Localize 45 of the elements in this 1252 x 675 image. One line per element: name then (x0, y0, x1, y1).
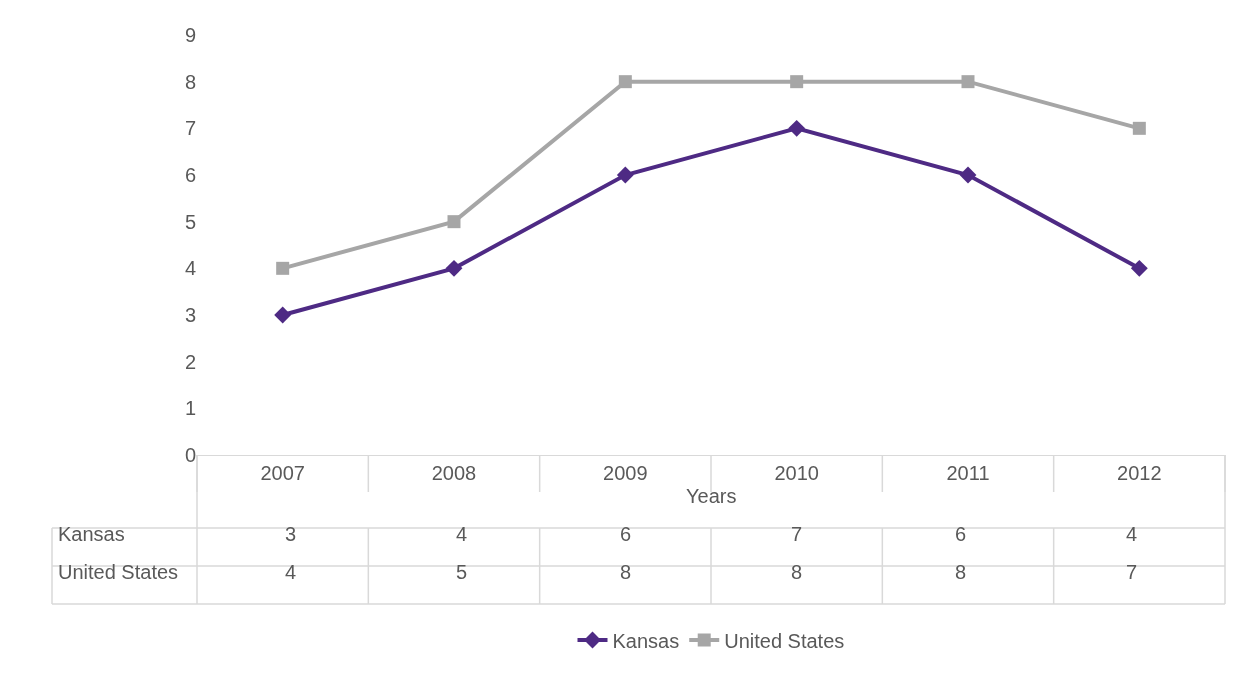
data-label: 4 (456, 523, 468, 545)
point (618, 75, 632, 89)
x-tick-label: 2010 (774, 462, 819, 484)
data-label: 7 (1126, 561, 1138, 583)
y-tick-label: 0 (184, 444, 196, 466)
point (961, 75, 975, 89)
text: Kansas (58, 523, 125, 545)
x-tick-label: 2012 (1117, 462, 1162, 484)
y-tick-label: 2 (184, 350, 196, 373)
text: United States (58, 561, 179, 583)
y-tick-label: 4 (184, 257, 196, 280)
point (445, 259, 463, 277)
x-tick-label: 2007 (260, 462, 305, 484)
y-tick-label: 7 (184, 117, 196, 140)
point (276, 261, 290, 275)
y-tick-label: 5 (184, 210, 196, 233)
y-tick-label: 1 (184, 397, 196, 420)
data-label: 3 (285, 523, 297, 545)
y-tick-label: 6 (184, 164, 196, 186)
point (447, 215, 461, 229)
point (1132, 121, 1146, 135)
data-label: 6 (620, 523, 632, 545)
x-tick-label: 2011 (946, 462, 990, 484)
data-label: 6 (955, 523, 967, 545)
x-axis-title: Years (686, 485, 737, 507)
point (959, 166, 977, 184)
data-label: 5 (456, 561, 468, 583)
point (616, 166, 634, 184)
point (1130, 259, 1148, 277)
point (788, 119, 806, 137)
x-tick-label: 2009 (603, 462, 648, 484)
legend-label: United States (724, 629, 845, 652)
data-label: 8 (955, 561, 967, 583)
point (274, 306, 292, 324)
data-label: 4 (285, 561, 297, 583)
data-label: 8 (791, 561, 803, 583)
point (790, 75, 804, 89)
data-label: 4 (1126, 523, 1138, 545)
data-label: 7 (791, 523, 803, 545)
data-label: 8 (620, 561, 632, 583)
y-tick-label: 9 (184, 24, 196, 46)
x-tick-label: 2008 (431, 462, 477, 484)
legend-label: Kansas (612, 629, 680, 652)
y-tick-label: 8 (184, 70, 196, 93)
y-tick-label: 3 (184, 304, 196, 326)
